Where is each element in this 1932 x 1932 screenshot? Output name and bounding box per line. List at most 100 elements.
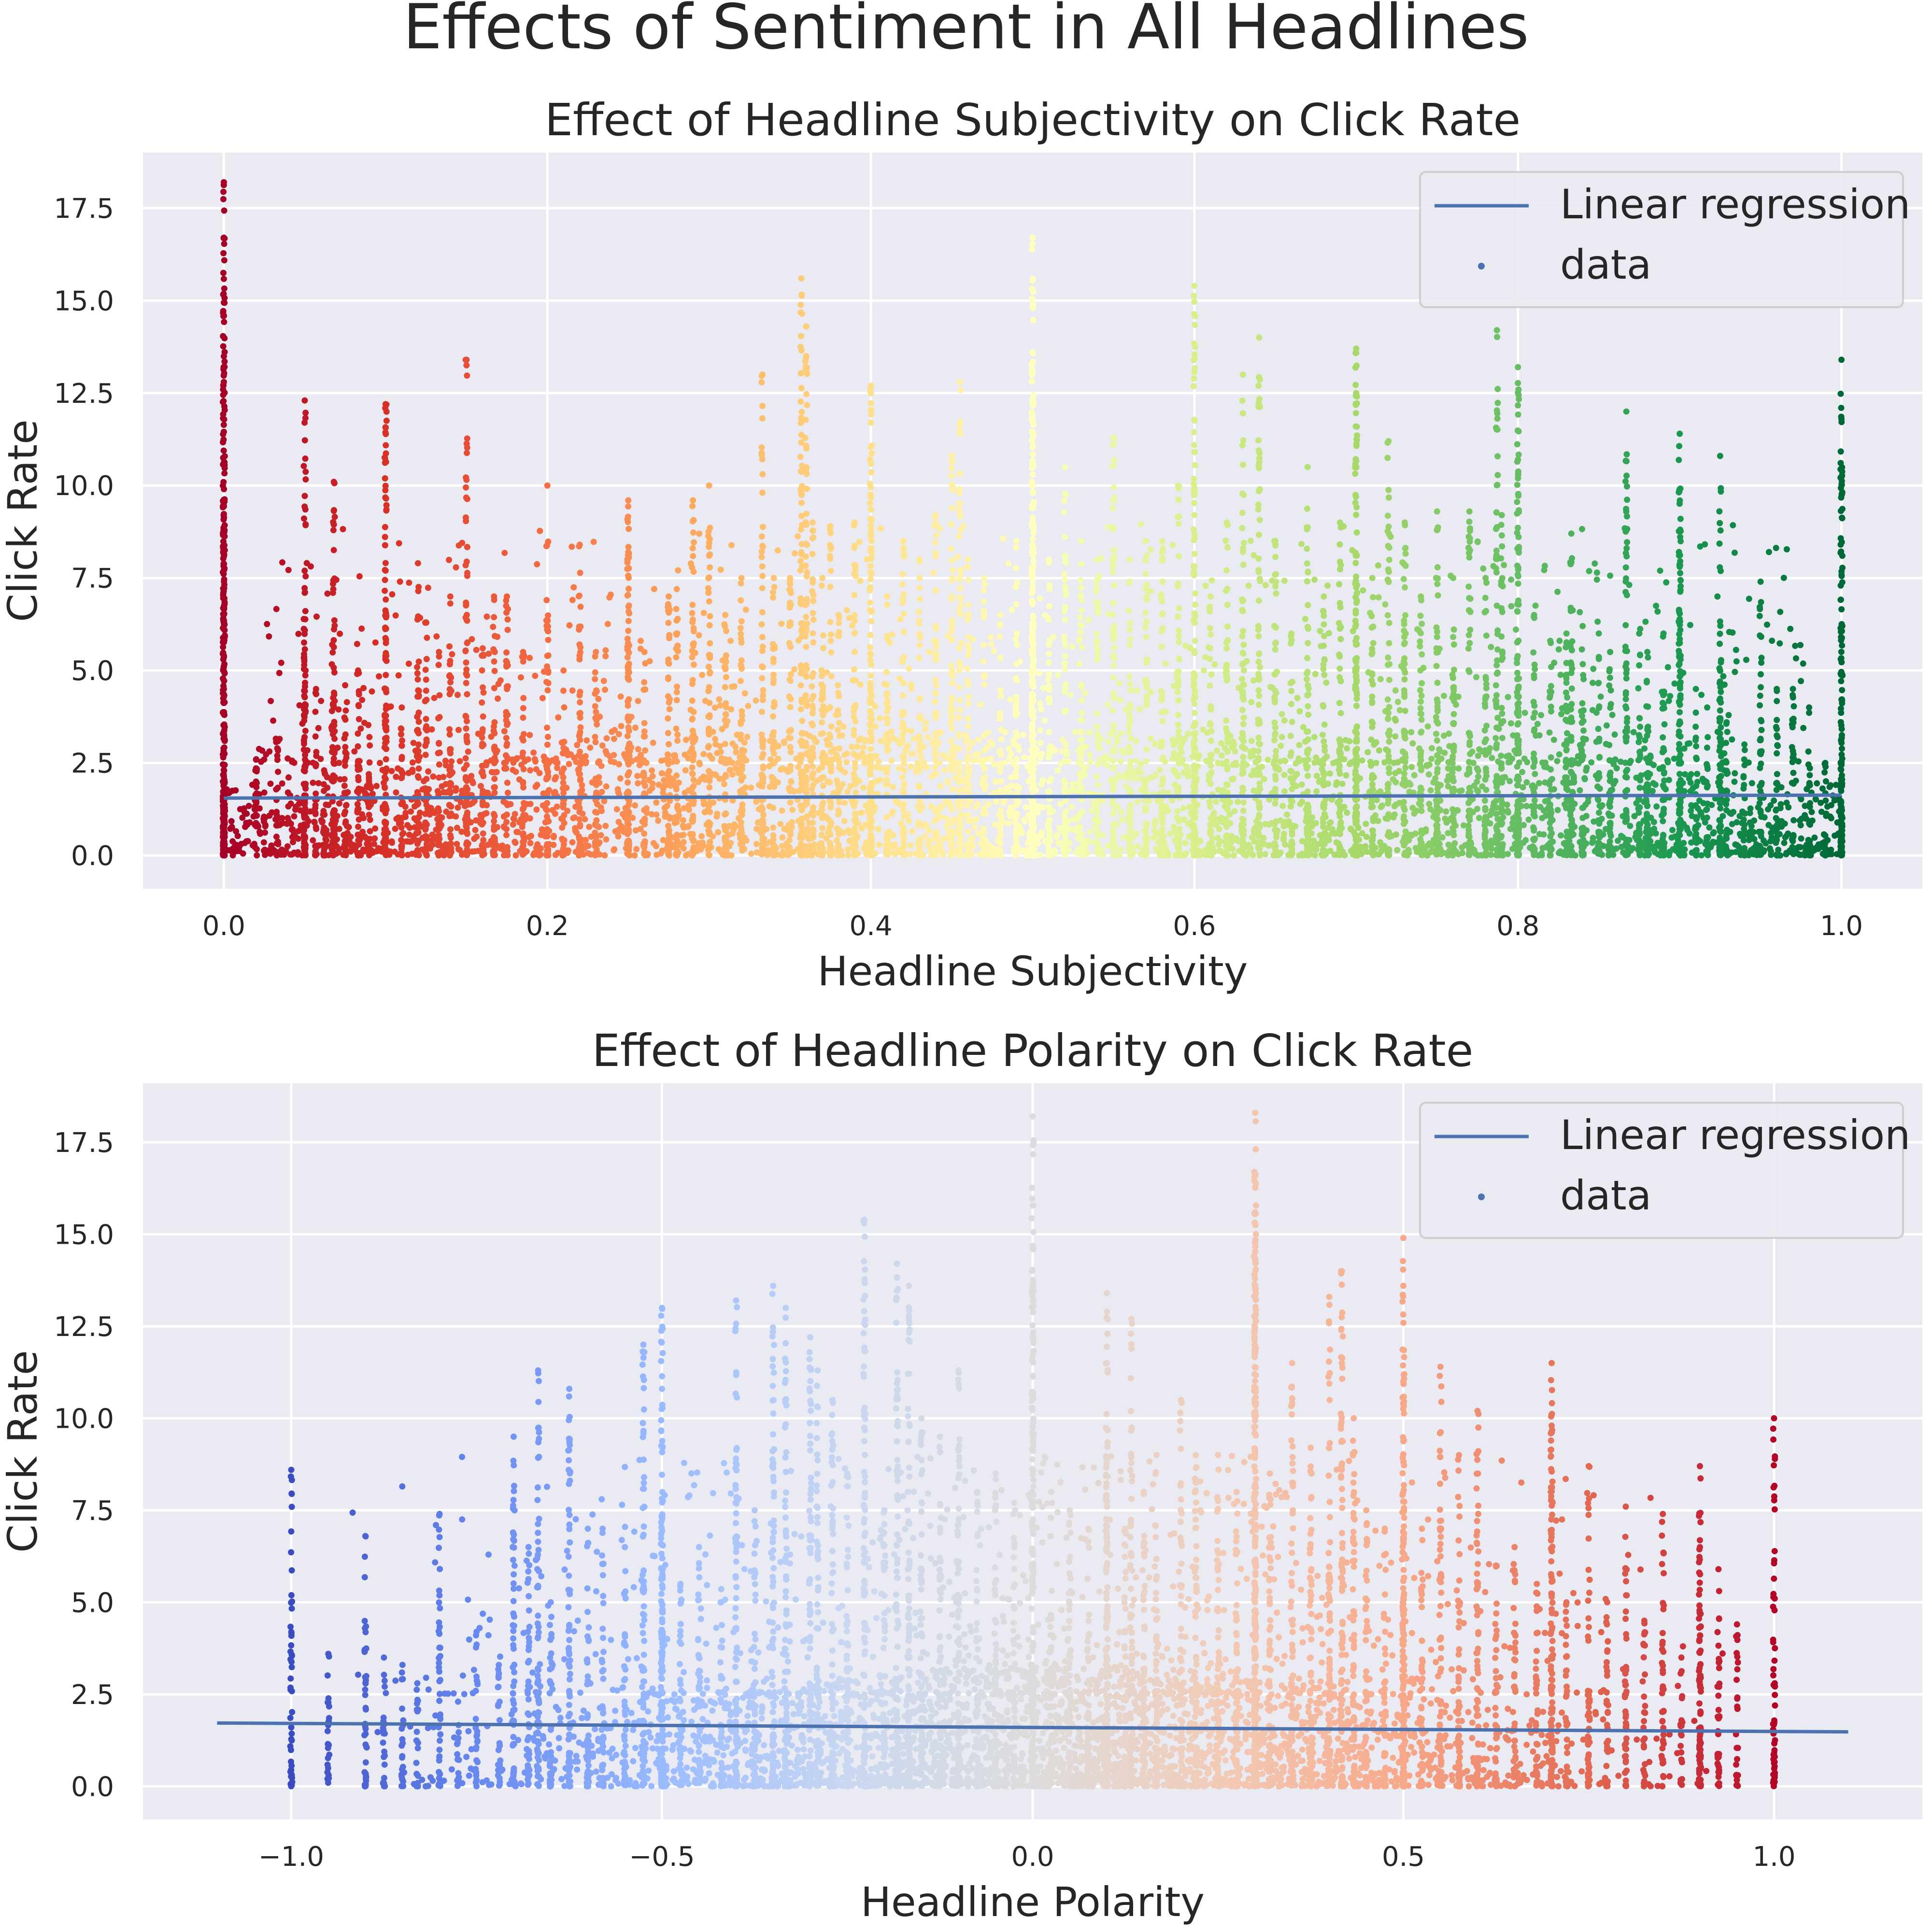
data-point: [592, 703, 598, 710]
data-point: [576, 816, 583, 823]
data-point: [264, 621, 270, 627]
data-point: [1201, 667, 1208, 674]
data-point: [1245, 582, 1252, 589]
data-point: [533, 806, 540, 813]
data-point: [730, 826, 737, 833]
data-point: [479, 652, 485, 659]
data-point: [666, 741, 672, 748]
data-point: [1249, 834, 1255, 841]
data-point: [1296, 758, 1303, 765]
data-point: [1802, 812, 1808, 819]
data-point: [1086, 751, 1093, 758]
data-point: [593, 715, 599, 722]
data-point: [753, 697, 759, 704]
data-point: [491, 789, 498, 796]
data-point: [1782, 834, 1789, 841]
data-point: [904, 742, 911, 749]
data-point: [1702, 541, 1708, 548]
data-point: [788, 779, 795, 785]
data-point: [479, 740, 486, 747]
data-point: [237, 806, 243, 812]
data-point: [1474, 806, 1480, 812]
data-point: [611, 847, 617, 853]
data-point: [423, 725, 429, 732]
data-point: [291, 813, 298, 820]
data-point: [398, 824, 405, 831]
data-point: [504, 683, 511, 690]
data-point: [666, 813, 672, 820]
data-point: [1651, 843, 1658, 850]
data-point: [220, 616, 227, 623]
data-point: [732, 765, 739, 772]
data-point: [221, 416, 227, 423]
data-point: [857, 681, 864, 688]
data-point: [1000, 535, 1007, 542]
data-point: [278, 846, 285, 853]
data-point: [1020, 731, 1027, 738]
data-point: [902, 747, 909, 753]
data-point: [625, 603, 632, 610]
data-point: [1067, 691, 1074, 698]
data-point: [1812, 846, 1819, 852]
data-point: [602, 823, 609, 829]
data-point: [1733, 658, 1740, 665]
data-point: [625, 585, 632, 592]
data-point: [1726, 628, 1733, 635]
data-point: [382, 542, 388, 549]
data-point: [331, 575, 338, 582]
data-point: [658, 757, 665, 764]
data-point: [301, 437, 308, 444]
data-point: [658, 770, 665, 777]
data-point: [383, 706, 389, 712]
data-point: [1280, 836, 1287, 843]
data-point: [221, 299, 227, 306]
data-point: [383, 756, 389, 763]
data-point: [845, 846, 852, 853]
data-point: [1509, 820, 1516, 826]
data-point: [1127, 735, 1134, 742]
data-point: [1435, 757, 1442, 764]
data-point: [554, 803, 560, 810]
data-point: [415, 658, 422, 665]
data-point: [1501, 562, 1507, 568]
data-point: [221, 285, 227, 292]
data-point: [641, 720, 648, 726]
data-point: [341, 789, 348, 796]
data-point: [576, 805, 583, 811]
data-point: [436, 852, 442, 859]
data-point: [582, 816, 588, 823]
data-point: [1591, 560, 1598, 567]
data-point: [1827, 782, 1834, 789]
data-point: [552, 776, 558, 782]
data-point: [491, 835, 498, 842]
data-point: [415, 814, 422, 821]
data-point: [301, 568, 308, 574]
data-point: [625, 526, 632, 532]
data-point: [443, 809, 450, 815]
data-point: [744, 734, 751, 740]
data-point: [1627, 823, 1634, 829]
data-point: [398, 850, 405, 856]
data-point: [700, 610, 707, 616]
data-point: [220, 722, 227, 728]
data-point: [1731, 779, 1738, 785]
data-point: [1538, 712, 1545, 719]
data-point: [924, 734, 931, 740]
data-point: [503, 649, 510, 656]
data-point: [543, 813, 550, 820]
data-point: [424, 634, 430, 641]
data-point: [455, 804, 461, 811]
data-point: [860, 784, 867, 791]
data-point: [1006, 809, 1012, 816]
data-point: [1054, 767, 1061, 774]
data-point: [520, 766, 527, 773]
data-point: [330, 811, 337, 818]
data-point: [517, 674, 524, 681]
data-point: [823, 835, 830, 842]
data-point: [544, 617, 551, 624]
data-point: [435, 750, 441, 756]
data-point: [330, 704, 337, 710]
data-point: [544, 653, 551, 659]
data-point: [910, 751, 917, 757]
data-point: [423, 776, 430, 782]
